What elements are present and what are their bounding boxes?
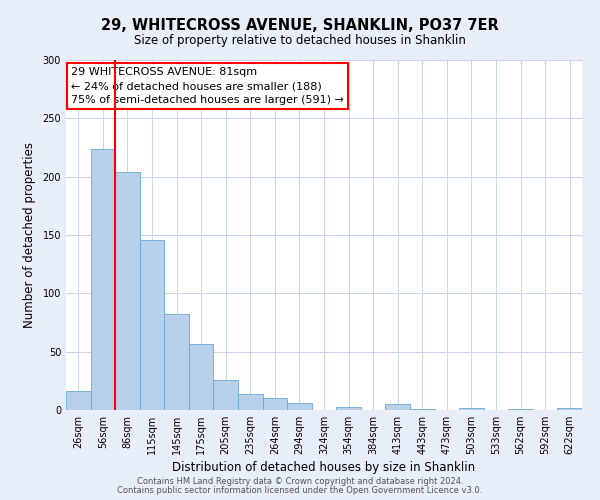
Text: Contains public sector information licensed under the Open Government Licence v3: Contains public sector information licen… xyxy=(118,486,482,495)
Bar xyxy=(508,409,533,410)
X-axis label: Distribution of detached houses by size in Shanklin: Distribution of detached houses by size … xyxy=(172,461,476,474)
Text: 29, WHITECROSS AVENUE, SHANKLIN, PO37 7ER: 29, WHITECROSS AVENUE, SHANKLIN, PO37 7E… xyxy=(101,18,499,32)
Bar xyxy=(557,408,582,410)
Bar xyxy=(140,240,164,410)
Bar xyxy=(287,403,312,410)
Bar xyxy=(189,344,214,410)
Bar xyxy=(214,380,238,410)
Bar xyxy=(459,408,484,410)
Text: Size of property relative to detached houses in Shanklin: Size of property relative to detached ho… xyxy=(134,34,466,47)
Text: 29 WHITECROSS AVENUE: 81sqm
← 24% of detached houses are smaller (188)
75% of se: 29 WHITECROSS AVENUE: 81sqm ← 24% of det… xyxy=(71,67,344,105)
Bar xyxy=(238,394,263,410)
Bar xyxy=(91,148,115,410)
Bar xyxy=(385,404,410,410)
Text: Contains HM Land Registry data © Crown copyright and database right 2024.: Contains HM Land Registry data © Crown c… xyxy=(137,477,463,486)
Y-axis label: Number of detached properties: Number of detached properties xyxy=(23,142,35,328)
Bar xyxy=(336,406,361,410)
Bar xyxy=(410,409,434,410)
Bar xyxy=(115,172,140,410)
Bar xyxy=(164,314,189,410)
Bar xyxy=(66,392,91,410)
Bar xyxy=(263,398,287,410)
